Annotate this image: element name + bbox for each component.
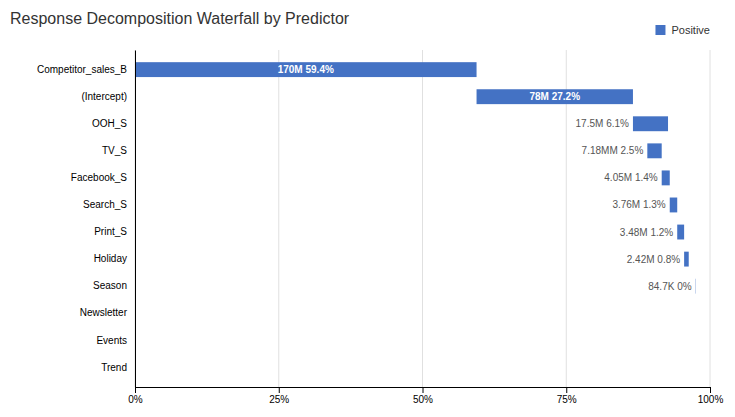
- data-label: 4.05M 1.4%: [604, 172, 657, 183]
- y-tick-label: Print_S: [94, 226, 127, 237]
- y-tick: Trend: [101, 362, 127, 373]
- x-tick-label: 25%: [269, 394, 289, 405]
- data-label: 2.42M 0.8%: [627, 254, 680, 265]
- grid-line: [135, 50, 136, 387]
- y-tick-label: OOH_S: [92, 118, 127, 129]
- y-tick: Newsletter: [80, 307, 128, 318]
- y-tick: Events: [96, 335, 127, 346]
- bar: [695, 279, 696, 294]
- x-tick: 75%: [557, 387, 577, 405]
- bar: [677, 225, 684, 240]
- title: Response Decomposition Waterfall by Pred…: [10, 10, 350, 27]
- y-tick-label: (Intercept): [81, 91, 127, 102]
- legend: Positive: [655, 24, 710, 36]
- grid-line: [422, 50, 423, 387]
- data-labels: 170M 59.4% 78M 27.2% 17.5M 6.1% 7.18MM 2.5%…: [278, 64, 692, 292]
- plot: 170M 59.4% 78M 27.2% 17.5M 6.1% 7.18MM 2.5%…: [37, 50, 723, 405]
- y-tick: Search_S: [83, 199, 127, 210]
- bar: [647, 143, 661, 158]
- legend-label: Positive: [671, 24, 710, 36]
- data-label: 84.7K 0%: [648, 281, 691, 292]
- bar: [633, 116, 668, 131]
- y-tick-label: Season: [93, 280, 127, 291]
- data-label: 170M 59.4%: [278, 64, 334, 75]
- x-axis: 0% 25% 50% 75% 100%: [128, 387, 723, 405]
- x-tick-label: 0%: [128, 394, 143, 405]
- y-tick: OOH_S: [92, 118, 127, 129]
- grid-line: [278, 50, 279, 387]
- x-tick: 25%: [269, 387, 289, 405]
- bar: [695, 360, 696, 375]
- y-tick-label: Competitor_sales_B: [37, 64, 127, 75]
- bar: [670, 198, 677, 213]
- chart: Response Decomposition Waterfall by Pred…: [0, 0, 735, 417]
- y-tick: Season: [93, 280, 127, 291]
- y-tick-label: Trend: [101, 362, 127, 373]
- y-tick-label: TV_S: [102, 145, 127, 156]
- y-tick-label: Search_S: [83, 199, 127, 210]
- x-tick: 100%: [698, 387, 724, 405]
- x-axis-line: [136, 388, 711, 394]
- y-tick-label: Holiday: [94, 253, 127, 264]
- y-tick: Facebook_S: [71, 172, 127, 183]
- bar: [662, 170, 670, 185]
- x-tick-mark: [135, 387, 136, 393]
- y-axis: Competitor_sales_B (Intercept) OOH_S TV_S Fa…: [37, 51, 136, 388]
- y-tick: TV_S: [102, 145, 127, 156]
- x-tick: 50%: [413, 387, 433, 405]
- data-label: 3.76M 1.3%: [612, 199, 665, 210]
- bar: [695, 306, 696, 321]
- grid: [135, 50, 710, 387]
- bar: [695, 333, 696, 348]
- x-tick-label: 75%: [557, 394, 577, 405]
- x-tick-mark: [423, 387, 424, 393]
- x-tick-label: 100%: [698, 394, 724, 405]
- y-axis-line: [135, 51, 136, 388]
- x-tick-mark: [279, 387, 280, 393]
- x-tick-mark: [710, 387, 711, 393]
- legend-swatch: [655, 25, 665, 35]
- legend-item: Positive: [655, 24, 710, 36]
- data-label: 78M 27.2%: [529, 91, 580, 102]
- x-tick: 0%: [128, 387, 143, 405]
- data-label: 3.48M 1.2%: [620, 227, 673, 238]
- data-label: 7.18MM 2.5%: [582, 145, 644, 156]
- bar: [684, 252, 689, 267]
- bar: [135, 62, 477, 77]
- bar: [477, 89, 633, 104]
- x-tick-mark: [566, 387, 567, 393]
- grid-line: [710, 50, 711, 387]
- y-tick: Holiday: [94, 253, 127, 264]
- y-tick: (Intercept): [81, 91, 127, 102]
- y-tick-label: Newsletter: [80, 307, 128, 318]
- x-tick-label: 50%: [413, 394, 433, 405]
- data-label: 17.5M 6.1%: [576, 118, 629, 129]
- bars: [135, 62, 696, 293]
- y-tick: Print_S: [94, 226, 127, 237]
- y-tick-label: Events: [96, 335, 127, 346]
- y-tick-label: Facebook_S: [71, 172, 127, 183]
- y-tick: Competitor_sales_B: [37, 64, 127, 75]
